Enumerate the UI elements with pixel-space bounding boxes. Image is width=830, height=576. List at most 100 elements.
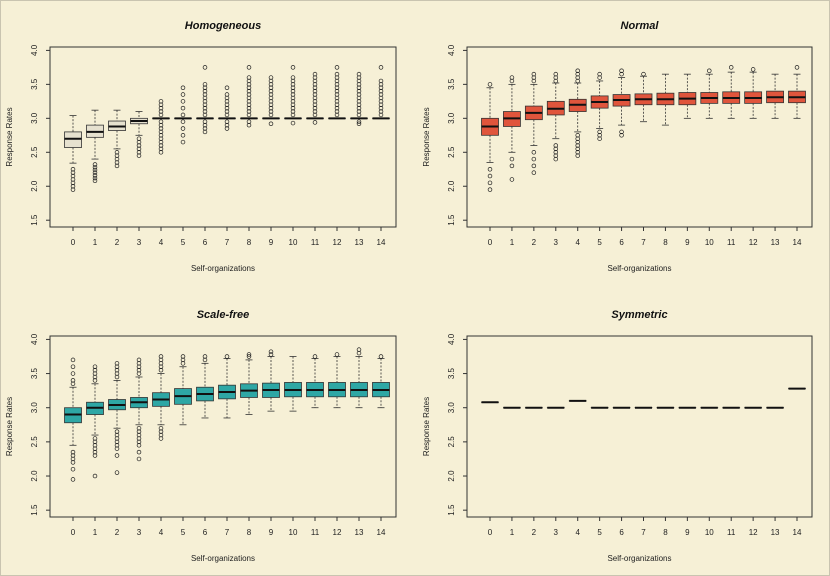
x-tick-label: 11	[727, 238, 736, 247]
outlier-point	[224, 122, 230, 128]
box-8	[240, 352, 258, 415]
box-10	[700, 68, 719, 119]
box-9	[678, 73, 697, 119]
outlier-point	[92, 364, 98, 369]
box-12	[744, 67, 763, 119]
outlier-point	[290, 65, 296, 70]
y-tick-label: 2.5	[447, 146, 456, 158]
outlier-point	[246, 102, 252, 107]
box-11	[306, 354, 324, 409]
box-5	[590, 71, 609, 141]
outlier-point	[136, 456, 142, 462]
outlier-point	[180, 357, 186, 363]
outlier-point	[597, 133, 602, 138]
box-0	[64, 115, 82, 192]
outlier-point	[136, 136, 142, 141]
outlier-point	[378, 112, 384, 118]
outlier-point	[378, 92, 384, 97]
y-tick-label: 1.5	[30, 504, 39, 516]
y-tick-label: 3.0	[30, 112, 39, 124]
box-6	[196, 354, 214, 419]
outlier-point	[312, 82, 318, 87]
outlier-point	[158, 150, 164, 155]
outlier-point	[553, 71, 559, 77]
outlier-point	[575, 143, 580, 148]
outlier-point	[202, 357, 208, 363]
outlier-point	[92, 378, 98, 383]
outlier-point	[70, 173, 76, 179]
outlier-point	[202, 105, 208, 111]
outlier-point	[619, 133, 624, 138]
outlier-point	[268, 349, 274, 354]
outlier-point	[334, 102, 340, 107]
outlier-point	[114, 453, 120, 458]
outlier-point	[180, 139, 186, 145]
outlier-point	[202, 119, 208, 124]
outlier-point	[158, 361, 164, 366]
x-tick-label: 1	[510, 238, 515, 247]
x-axis-label: Self-organizations	[607, 554, 671, 563]
x-tick-label: 2	[115, 238, 120, 247]
outlier-point	[268, 102, 274, 107]
outlier-point	[224, 109, 230, 114]
outlier-point	[114, 429, 120, 434]
x-tick-label: 10	[289, 528, 298, 537]
outlier-point	[268, 121, 274, 127]
outlier-point	[70, 453, 76, 458]
outlier-point	[334, 75, 340, 80]
outlier-point	[224, 119, 230, 124]
outlier-point	[334, 78, 340, 84]
outlier-point	[70, 381, 76, 387]
x-tick-label: 12	[749, 528, 758, 537]
x-tick-label: 9	[685, 528, 690, 537]
outlier-point	[268, 85, 274, 91]
y-tick-label: 2.0	[447, 180, 456, 192]
outlier-point	[509, 177, 515, 182]
outlier-point	[158, 122, 164, 128]
outlier-point	[70, 177, 76, 182]
outlier-point	[180, 361, 186, 366]
outlier-point	[92, 436, 98, 441]
outlier-point	[136, 357, 142, 363]
outlier-point	[92, 443, 98, 448]
outlier-point	[136, 364, 142, 369]
outlier-point	[575, 75, 580, 80]
x-tick-label: 13	[355, 528, 364, 537]
outlier-point	[92, 167, 98, 173]
outlier-point	[114, 439, 120, 445]
outlier-point	[70, 364, 76, 369]
outlier-point	[290, 120, 296, 126]
outlier-point	[114, 153, 120, 158]
outlier-point	[553, 153, 559, 158]
x-tick-label: 4	[575, 238, 580, 247]
box-2	[108, 361, 126, 475]
x-tick-label: 12	[333, 238, 342, 247]
outlier-point	[246, 352, 252, 357]
outlier-point	[707, 68, 712, 74]
outlier-point	[158, 126, 164, 131]
box-14	[372, 65, 390, 120]
x-tick-label: 10	[289, 238, 298, 247]
outlier-point	[575, 71, 580, 77]
box-8	[240, 65, 258, 128]
y-axis-label: Response Rates	[5, 397, 14, 456]
outlier-point	[136, 150, 142, 155]
outlier-point	[202, 129, 208, 135]
outlier-point	[158, 105, 164, 111]
x-tick-label: 9	[269, 528, 274, 537]
outlier-point	[728, 65, 734, 70]
box-10	[284, 356, 302, 412]
outlier-point	[597, 136, 602, 141]
y-tick-label: 2.0	[447, 470, 456, 482]
outlier-point	[92, 175, 98, 181]
outlier-point	[531, 156, 537, 162]
outlier-point	[136, 367, 142, 373]
iqr-box	[64, 131, 82, 148]
outlier-point	[224, 112, 230, 118]
outlier-point	[158, 436, 164, 441]
outlier-point	[70, 460, 76, 465]
y-tick-label: 3.0	[30, 402, 39, 414]
box-2	[108, 109, 126, 169]
outlier-point	[531, 170, 537, 175]
